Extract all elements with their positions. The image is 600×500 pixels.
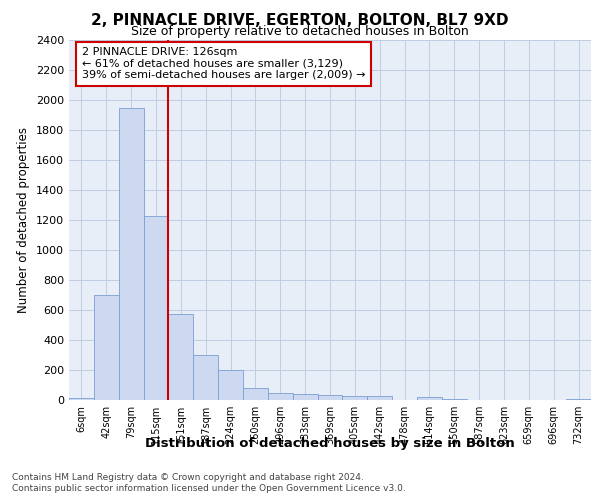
- Bar: [417, 397, 442, 400]
- Text: 2, PINNACLE DRIVE, EGERTON, BOLTON, BL7 9XD: 2, PINNACLE DRIVE, EGERTON, BOLTON, BL7 …: [91, 13, 509, 28]
- Bar: [119, 108, 143, 400]
- Bar: [293, 394, 317, 400]
- Bar: [317, 395, 343, 400]
- Text: 2 PINNACLE DRIVE: 126sqm
← 61% of detached houses are smaller (3,129)
39% of sem: 2 PINNACLE DRIVE: 126sqm ← 61% of detach…: [82, 47, 365, 80]
- Text: Distribution of detached houses by size in Bolton: Distribution of detached houses by size …: [145, 438, 515, 450]
- Text: Contains public sector information licensed under the Open Government Licence v3: Contains public sector information licen…: [12, 484, 406, 493]
- Bar: [367, 396, 392, 400]
- Bar: [169, 314, 193, 400]
- Bar: [566, 399, 591, 400]
- Bar: [94, 295, 119, 400]
- Bar: [243, 388, 268, 400]
- Bar: [442, 398, 467, 400]
- Bar: [69, 398, 94, 400]
- Bar: [343, 396, 367, 400]
- Y-axis label: Number of detached properties: Number of detached properties: [17, 127, 31, 313]
- Text: Contains HM Land Registry data © Crown copyright and database right 2024.: Contains HM Land Registry data © Crown c…: [12, 472, 364, 482]
- Bar: [218, 370, 243, 400]
- Bar: [193, 355, 218, 400]
- Bar: [143, 216, 169, 400]
- Text: Size of property relative to detached houses in Bolton: Size of property relative to detached ho…: [131, 25, 469, 38]
- Bar: [268, 393, 293, 400]
